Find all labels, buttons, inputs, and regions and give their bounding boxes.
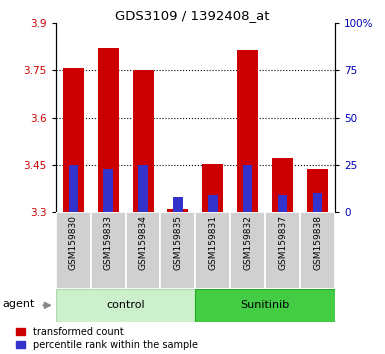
Bar xyxy=(272,158,293,212)
Text: GSM159830: GSM159830 xyxy=(69,215,78,270)
Bar xyxy=(195,212,230,289)
Bar xyxy=(243,165,253,212)
Text: GSM159833: GSM159833 xyxy=(104,215,113,270)
Bar xyxy=(56,289,195,322)
Bar xyxy=(313,193,322,212)
Legend: transformed count, percentile rank within the sample: transformed count, percentile rank withi… xyxy=(17,327,198,350)
Text: control: control xyxy=(106,300,145,310)
Bar xyxy=(230,212,265,289)
Bar xyxy=(63,68,84,212)
Bar xyxy=(132,70,154,212)
Text: GSM159834: GSM159834 xyxy=(139,215,147,269)
Bar xyxy=(104,169,113,212)
Text: GSM159838: GSM159838 xyxy=(313,215,322,270)
Bar xyxy=(265,212,300,289)
Text: agent: agent xyxy=(3,299,35,309)
Bar xyxy=(98,48,119,212)
Text: GDS3109 / 1392408_at: GDS3109 / 1392408_at xyxy=(115,9,270,22)
Text: GSM159835: GSM159835 xyxy=(173,215,182,270)
Text: GSM159832: GSM159832 xyxy=(243,215,252,269)
Bar xyxy=(138,165,148,212)
Bar xyxy=(167,209,188,212)
Bar xyxy=(69,165,78,212)
Bar xyxy=(208,195,218,212)
Text: GSM159831: GSM159831 xyxy=(208,215,218,270)
Text: GSM159837: GSM159837 xyxy=(278,215,287,270)
Bar xyxy=(203,164,223,212)
Bar xyxy=(278,195,287,212)
Bar xyxy=(300,212,335,289)
Bar xyxy=(173,197,182,212)
Bar xyxy=(161,212,195,289)
Bar xyxy=(307,169,328,212)
Bar xyxy=(126,212,161,289)
Bar xyxy=(195,289,335,322)
Text: Sunitinib: Sunitinib xyxy=(241,300,290,310)
Bar xyxy=(237,50,258,212)
Bar xyxy=(56,212,91,289)
Bar xyxy=(91,212,126,289)
